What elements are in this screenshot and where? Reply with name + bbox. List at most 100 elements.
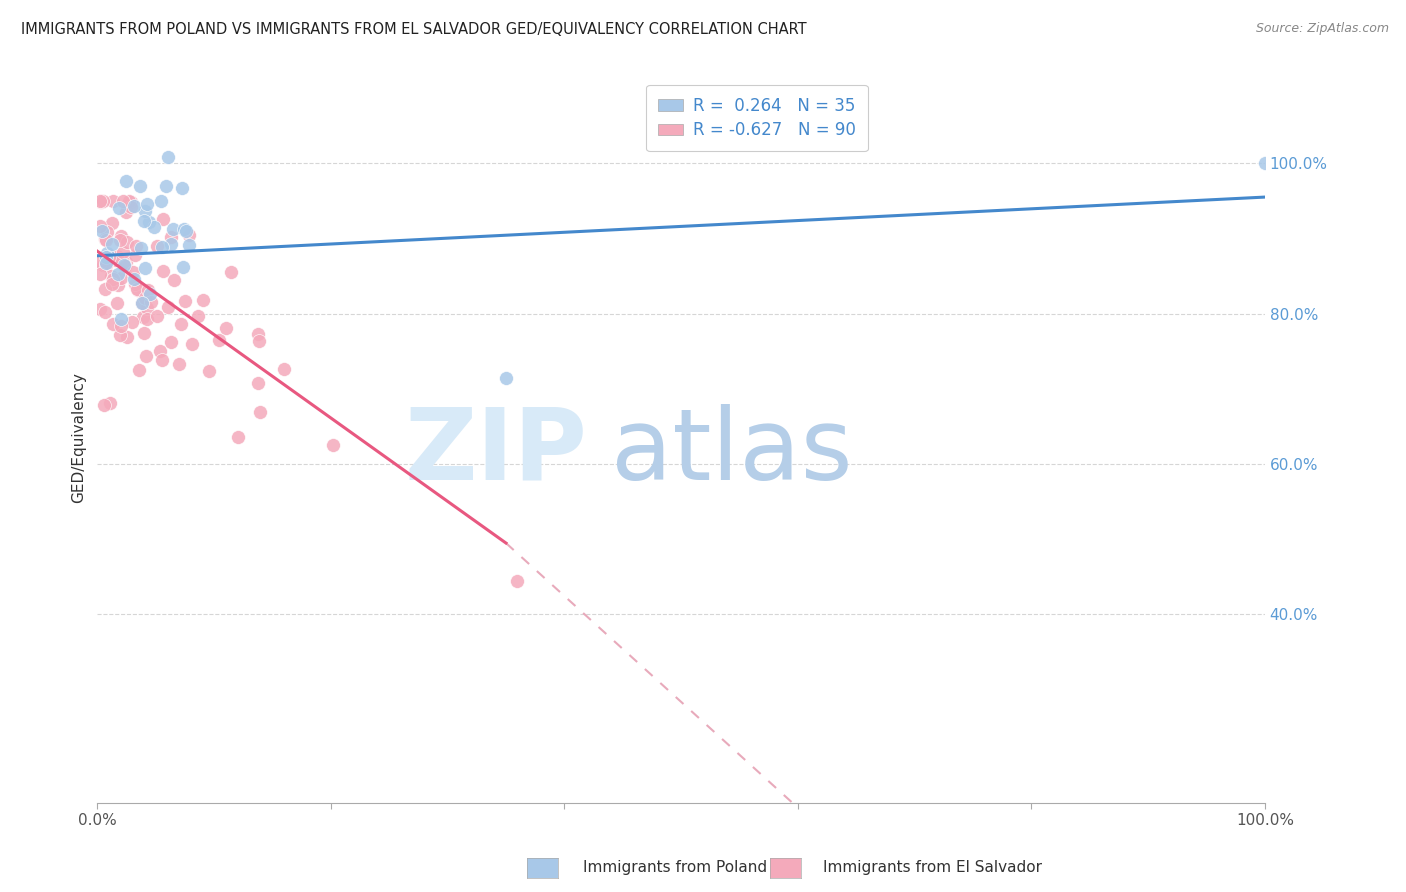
Point: [157, 149, 180, 163]
Point: [121, 315, 143, 329]
Point: [162, 222, 184, 236]
Point: [101, 277, 124, 291]
Point: [138, 215, 160, 229]
Point: [110, 229, 132, 244]
Point: [141, 294, 163, 309]
Point: [160, 230, 183, 244]
Point: [89, 194, 111, 208]
Point: [125, 238, 148, 252]
Text: Immigrants from El Salvador: Immigrants from El Salvador: [823, 860, 1042, 874]
Legend: R =  0.264   N = 35, R = -0.627   N = 90: R = 0.264 N = 35, R = -0.627 N = 90: [647, 85, 868, 151]
Point: [246, 326, 269, 341]
Point: [132, 326, 155, 340]
Point: [91, 194, 114, 208]
Text: IMMIGRANTS FROM POLAND VS IMMIGRANTS FROM EL SALVADOR GED/EQUIVALENCY CORRELATIO: IMMIGRANTS FROM POLAND VS IMMIGRANTS FRO…: [21, 22, 807, 37]
Point: [170, 317, 193, 331]
Point: [181, 336, 204, 351]
Point: [149, 194, 172, 208]
Point: [152, 211, 174, 226]
Point: [246, 376, 269, 390]
Point: [172, 260, 194, 275]
Point: [120, 194, 142, 209]
Point: [156, 300, 179, 314]
Point: [89, 255, 111, 269]
Point: [187, 310, 209, 324]
Point: [114, 260, 136, 274]
Text: ZIP: ZIP: [405, 404, 588, 500]
Point: [124, 248, 146, 262]
Point: [124, 198, 146, 212]
Point: [91, 224, 114, 238]
Point: [129, 241, 152, 255]
Point: [90, 194, 112, 208]
Point: [136, 197, 159, 211]
Point: [198, 364, 221, 378]
Point: [128, 363, 150, 377]
Point: [127, 283, 149, 297]
Point: [108, 202, 131, 216]
Point: [146, 239, 169, 253]
Point: [93, 397, 115, 411]
Point: [90, 194, 112, 209]
Point: [118, 194, 141, 208]
Point: [138, 286, 160, 301]
Point: [174, 223, 197, 237]
Point: [115, 235, 138, 249]
Point: [134, 213, 156, 227]
Text: Source: ZipAtlas.com: Source: ZipAtlas.com: [1256, 22, 1389, 36]
Point: [112, 245, 135, 260]
Text: Immigrants from Poland: Immigrants from Poland: [583, 860, 768, 874]
Point: [120, 200, 142, 214]
Point: [134, 260, 156, 275]
Point: [131, 296, 153, 310]
Point: [89, 301, 111, 316]
Point: [136, 284, 159, 298]
Point: [96, 258, 118, 272]
Point: [208, 333, 231, 347]
Point: [273, 362, 295, 376]
Point: [108, 328, 131, 343]
Point: [100, 216, 122, 230]
Point: [96, 225, 118, 239]
Point: [103, 272, 125, 286]
Point: [100, 269, 122, 284]
Point: [112, 258, 135, 272]
Point: [160, 334, 183, 349]
Point: [107, 267, 129, 281]
Point: [219, 265, 242, 279]
Point: [107, 295, 129, 310]
Point: [135, 350, 157, 364]
Point: [96, 246, 118, 260]
Point: [89, 267, 111, 281]
Point: [135, 312, 157, 326]
Point: [104, 253, 127, 268]
Point: [179, 228, 201, 243]
Point: [134, 203, 156, 218]
Point: [89, 194, 111, 208]
Point: [110, 312, 132, 326]
Point: [94, 233, 117, 247]
Point: [98, 250, 121, 264]
Point: [93, 282, 115, 296]
Point: [96, 250, 118, 264]
Point: [91, 258, 114, 272]
Y-axis label: GED/Equivalency: GED/Equivalency: [72, 372, 86, 503]
Point: [143, 220, 166, 235]
Point: [173, 294, 195, 309]
Point: [322, 438, 344, 452]
Point: [506, 574, 529, 588]
Point: [150, 352, 173, 367]
Point: [94, 232, 117, 246]
Point: [94, 256, 117, 270]
Text: atlas: atlas: [612, 404, 852, 500]
Point: [94, 304, 117, 318]
Point: [159, 237, 181, 252]
Point: [110, 271, 132, 285]
Point: [124, 277, 146, 291]
Point: [149, 343, 172, 358]
Point: [249, 405, 271, 419]
Point: [115, 254, 138, 268]
Point: [108, 233, 131, 247]
Point: [172, 180, 194, 194]
Point: [215, 321, 238, 335]
